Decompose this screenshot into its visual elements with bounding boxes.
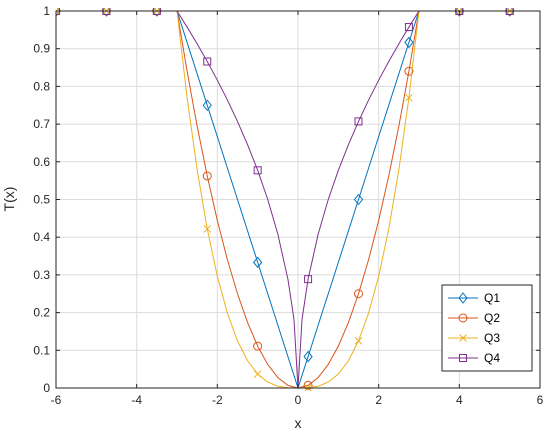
- legend-item-q3: Q3: [448, 331, 500, 345]
- x-tick-label: 4: [456, 393, 463, 407]
- legend-label: Q4: [484, 351, 500, 365]
- x-tick-labels: -6 -4 -2 0 2 4 6: [51, 11, 544, 407]
- x-tick-label: -4: [131, 393, 142, 407]
- data-point-q2: [202, 171, 212, 181]
- y-tick-label: 0.3: [33, 268, 50, 282]
- y-axis-label: T(x): [1, 187, 17, 212]
- legend-item-q4: Q4: [448, 351, 500, 365]
- legend-item-q2: Q2: [448, 311, 500, 325]
- x-axis-label: x: [295, 415, 302, 431]
- data-point-q1: [353, 193, 364, 206]
- data-point-q1: [404, 36, 414, 49]
- data-point-q4: [203, 57, 212, 66]
- y-tick-label: 0.5: [33, 193, 50, 207]
- x-tick-label: -2: [212, 393, 223, 407]
- legend-box: [441, 284, 533, 372]
- data-point-q3: [56, 8, 60, 15]
- y-tick-label: 0.9: [33, 42, 50, 56]
- x-tick-label: -6: [51, 393, 62, 407]
- legend-marker: [459, 354, 467, 362]
- data-point-q4: [253, 166, 262, 175]
- y-tick-label: 0: [43, 381, 50, 395]
- legend-item-q1: Q1: [448, 291, 500, 305]
- data-point-q3: [405, 93, 413, 102]
- data-point-q2: [253, 341, 263, 351]
- data-point-q1: [454, 8, 464, 17]
- y-tick-label: 0.1: [33, 343, 50, 357]
- data-point-q1: [101, 8, 112, 17]
- data-point-q1: [303, 350, 313, 363]
- x-tick-label: 2: [375, 393, 382, 407]
- legend: Q1 Q2 Q3 Q4: [441, 284, 533, 372]
- data-point-q4: [304, 275, 313, 284]
- y-tick-label: 0.7: [33, 117, 50, 131]
- legend-marker: [459, 334, 467, 342]
- y-tick-label: 1: [43, 4, 50, 18]
- legend-label: Q3: [484, 331, 500, 345]
- legend-label: Q2: [484, 311, 500, 325]
- legend-marker: [458, 313, 468, 323]
- data-point-q1: [253, 256, 263, 269]
- data-point-q2: [303, 380, 313, 390]
- data-point-q4: [354, 117, 363, 126]
- data-point-q1: [152, 8, 162, 17]
- y-tick-label: 0.2: [33, 306, 50, 320]
- legend-marker: [458, 292, 468, 304]
- data-point-q1: [56, 8, 61, 17]
- y-tick-label: 0.4: [33, 230, 50, 244]
- data-point-q1: [202, 99, 212, 112]
- y-tick-labels: 0 0.1 0.2 0.3 0.4 0.5 0.6 0.7 0.8 0.9 1: [33, 4, 540, 395]
- data-point-q1: [505, 8, 515, 17]
- x-tick-label: 6: [537, 393, 544, 407]
- data-point-q3: [253, 370, 262, 378]
- y-tick-label: 0.8: [33, 79, 50, 93]
- y-tick-label: 0.6: [33, 155, 50, 169]
- legend-label: Q1: [484, 291, 500, 305]
- data-point-q2: [354, 289, 363, 299]
- data-point-q4: [404, 23, 413, 32]
- data-point-q2: [404, 66, 414, 76]
- data-point-q3: [203, 225, 212, 233]
- x-tick-label: 0: [295, 393, 302, 407]
- data-point-q3: [354, 337, 363, 345]
